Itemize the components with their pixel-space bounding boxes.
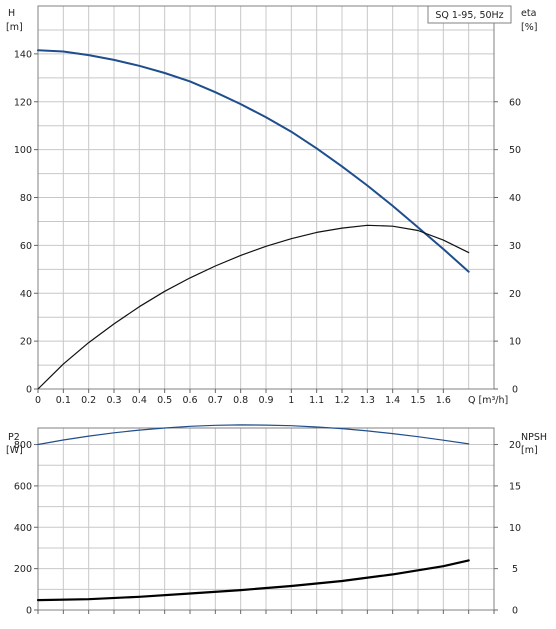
chart-panel-2: 0 200 400 600 800 0 5 10 15 20 P2 [W] NPSH [m] — [6, 424, 547, 617]
y-right-tick-label: 20 — [509, 289, 521, 300]
y-right-axis-label: NPSH — [521, 432, 547, 443]
y-left-tick-label: 100 — [14, 145, 32, 156]
x-tick-label: 0.4 — [132, 395, 147, 406]
y-right-tick-label: 10 — [509, 337, 521, 348]
series-line-2 — [37, 224, 470, 390]
y-left-tick-label: 140 — [14, 49, 32, 60]
x-tick-label: 0.9 — [258, 395, 273, 406]
x-tick-label: 1.5 — [410, 395, 425, 406]
y-right-axis-label: eta — [521, 8, 536, 19]
chart-title: SQ 1-95, 50Hz — [435, 10, 503, 21]
y-right-tick-label: 60 — [509, 97, 521, 108]
y-left-tick-label: 200 — [14, 564, 32, 575]
y-left-axis-unit: [m] — [6, 22, 23, 33]
series-line-2 — [36, 559, 470, 602]
y-right-tick-label: 30 — [509, 241, 521, 252]
y-left-tick-label: 120 — [14, 97, 32, 108]
x-tick-label: 1.6 — [436, 395, 451, 406]
y-left-tick-label: 40 — [20, 289, 32, 300]
x-tick-label: 0.6 — [182, 395, 197, 406]
y-right-tick-label: 15 — [509, 481, 521, 492]
y-right-axis-unit: [%] — [521, 22, 537, 33]
y-right-tick-label: 5 — [512, 564, 518, 575]
y-right-tick-label: 20 — [509, 440, 521, 451]
y-left-tick-label: 400 — [14, 523, 32, 534]
y-right-tick-label: 10 — [509, 523, 521, 534]
x-tick-label: 0.2 — [81, 395, 96, 406]
x-axis-label: Q [m³/h] — [468, 395, 508, 406]
y-right-tick-label: 40 — [509, 193, 521, 204]
x-tick-label: 1.3 — [360, 395, 375, 406]
x-tick-label: 0.8 — [233, 395, 248, 406]
chart-panel-1: 0 20 40 60 80 100 120 140 0 10 20 30 40 50 60 H [m] eta [%… — [6, 5, 537, 396]
y-left-tick-label: 0 — [26, 385, 32, 396]
x-tick-label: 0.3 — [106, 395, 121, 406]
x-tick-label: 1.2 — [334, 395, 349, 406]
y-left-tick-label: 0 — [26, 606, 32, 617]
y-right-tick-label: 0 — [512, 606, 518, 617]
y-right-tick-label: 50 — [509, 145, 521, 156]
series-line-1 — [37, 49, 470, 273]
y-left-tick-label: 60 — [20, 241, 32, 252]
y-left-axis-label: H — [8, 8, 15, 19]
y-left-axis-label: P2 — [8, 432, 20, 443]
x-tick-label: 0.7 — [208, 395, 223, 406]
x-tick-label: 0.1 — [56, 395, 71, 406]
x-tick-label: 1.4 — [385, 395, 400, 406]
x-tick-label: 1 — [288, 395, 294, 406]
y-left-tick-label: 80 — [20, 193, 32, 204]
y-left-tick-label: 600 — [14, 481, 32, 492]
series-line-1 — [37, 424, 470, 446]
y-left-axis-unit: [W] — [6, 445, 23, 456]
x-tick-label: 0.5 — [157, 395, 172, 406]
x-tick-label: 0 — [35, 395, 41, 406]
y-right-axis-unit: [m] — [521, 445, 538, 456]
y-left-tick-label: 800 — [14, 440, 32, 451]
x-tick-label: 1.1 — [309, 395, 324, 406]
y-left-tick-label: 20 — [20, 337, 32, 348]
y-right-tick-label: 0 — [512, 385, 518, 396]
title-box — [427, 5, 512, 24]
